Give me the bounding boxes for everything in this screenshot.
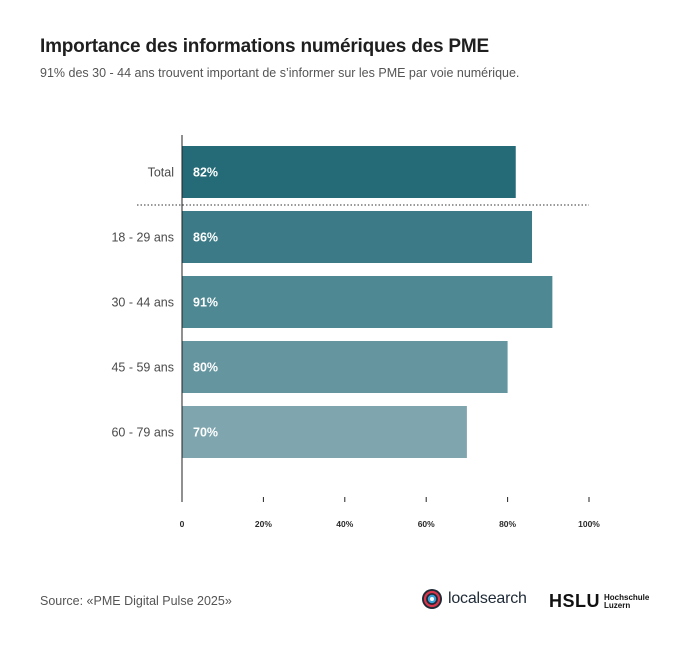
category-label-3: 45 - 59 ans xyxy=(111,361,174,375)
source-note: Source: «PME Digital Pulse 2025» xyxy=(40,594,232,608)
category-label-0: Total xyxy=(148,166,174,180)
hslu-subtitle: Hochschule Luzern xyxy=(604,592,650,610)
value-label-1: 86% xyxy=(193,231,218,245)
axis-layer: 0 20% 40% 60% 80% 100% xyxy=(180,135,600,529)
chart-subtitle: 91% des 30 - 44 ans trouvent important d… xyxy=(40,66,520,80)
bar-chart: 82% Total 86% 18 - 29 ans 91% 30 - 44 ans 80% 4… xyxy=(111,135,600,529)
bar-4 xyxy=(182,406,467,458)
bar-1 xyxy=(182,211,533,263)
category-label-2: 30 - 44 ans xyxy=(111,296,174,310)
x-tick-label-1: 20% xyxy=(255,519,272,529)
bars-layer: 82% Total 86% 18 - 29 ans 91% 30 - 44 ans 80% 4… xyxy=(111,146,553,458)
x-tick-label-0: 0 xyxy=(180,519,185,529)
hslu-line1: Hochschule xyxy=(604,592,650,602)
chart-title: Importance des informations numériques d… xyxy=(40,36,490,57)
bar-3 xyxy=(182,341,508,393)
category-label-1: 18 - 29 ans xyxy=(111,231,174,245)
hslu-line2: Luzern xyxy=(604,600,631,610)
x-tick-label-2: 40% xyxy=(336,519,353,529)
x-tick-label-5: 100% xyxy=(578,519,600,529)
x-tick-label-4: 80% xyxy=(499,519,516,529)
value-label-3: 80% xyxy=(193,361,218,375)
localsearch-logo: localsearch xyxy=(421,588,527,610)
value-label-4: 70% xyxy=(193,426,218,440)
hslu-logo: HSLU Hochschule Luzern xyxy=(549,591,649,612)
localsearch-wordmark: localsearch xyxy=(448,590,527,607)
bar-0 xyxy=(182,146,516,198)
category-label-4: 60 - 79 ans xyxy=(111,426,174,440)
x-tick-label-3: 60% xyxy=(418,519,435,529)
value-label-2: 91% xyxy=(193,296,218,310)
bar-2 xyxy=(182,276,553,328)
value-label-0: 82% xyxy=(193,166,218,180)
localsearch-pin-icon xyxy=(422,589,442,609)
hslu-wordmark: HSLU xyxy=(549,591,600,611)
